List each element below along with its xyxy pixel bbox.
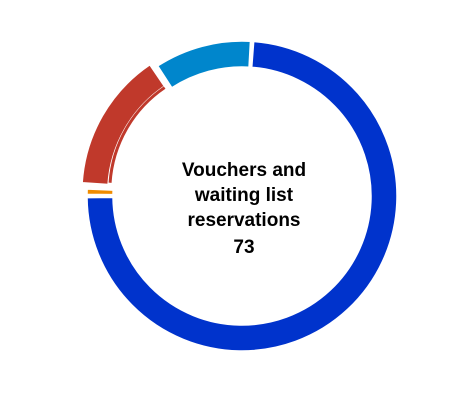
center-label-line-2: waiting list	[194, 185, 294, 206]
center-label-line-3: reservations	[187, 210, 300, 231]
donut-slice-4	[86, 188, 114, 196]
donut-slice-2	[156, 40, 252, 89]
center-label: Vouchers and waiting list reservations 7…	[182, 160, 306, 258]
donut-slice-3	[81, 63, 166, 186]
center-label-line-1: Vouchers and	[182, 160, 306, 181]
donut-slice-3-accent	[108, 86, 166, 183]
donut-slice-1	[86, 40, 398, 352]
center-total: 73	[233, 237, 254, 258]
donut-slices	[81, 40, 398, 352]
